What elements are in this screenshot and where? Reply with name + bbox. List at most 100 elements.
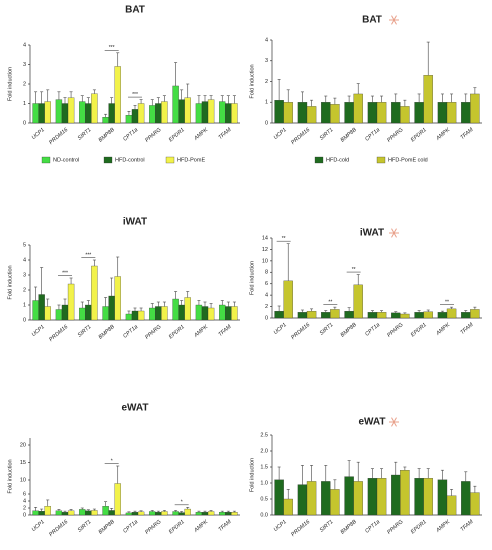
bar: [131, 512, 139, 516]
x-tick-label: UCP1: [31, 519, 46, 533]
bar: [274, 100, 284, 124]
y-tick-label: 4: [23, 42, 26, 48]
y-tick-label: 0.0: [260, 512, 268, 518]
x-tick-label: PRDM16: [290, 126, 312, 146]
bar: [44, 506, 51, 516]
chart-title: eWAT: [121, 403, 148, 414]
legend-swatch: [314, 156, 324, 164]
bar: [67, 97, 75, 124]
bar: [353, 284, 363, 319]
significance-label: *: [111, 458, 113, 464]
bar: [149, 105, 156, 124]
y-tick-label: 3: [23, 272, 26, 278]
bar: [446, 308, 457, 319]
y-axis-label: Fold induction: [249, 64, 255, 98]
y-tick-label: 1: [23, 101, 26, 107]
bar: [149, 511, 156, 516]
bar: [461, 312, 471, 319]
bar: [67, 283, 75, 321]
bar: [201, 512, 209, 516]
bar: [172, 85, 179, 124]
y-tick-label: 12: [262, 247, 268, 253]
y-tick-label: 1: [23, 302, 26, 308]
bar: [155, 103, 162, 124]
bar: [330, 309, 340, 319]
bar: [391, 474, 401, 516]
snowflake-icon: [389, 417, 399, 427]
y-tick-label: 0: [265, 120, 268, 126]
bar: [207, 511, 215, 516]
y-tick-label: 5: [23, 242, 26, 248]
bar: [114, 276, 121, 321]
bar: [423, 478, 433, 516]
bar: [446, 495, 457, 516]
x-tick-label: PRDM16: [290, 518, 312, 538]
y-tick-label: 6: [23, 491, 26, 497]
bar: [376, 102, 387, 124]
x-tick-label: CPT1a: [364, 322, 381, 338]
x-tick-label: PPARG: [144, 324, 163, 341]
bar: [79, 307, 86, 321]
bar: [108, 510, 115, 516]
chart-title: iWAT: [360, 228, 384, 239]
y-axis-label: Fold induction: [7, 265, 13, 299]
snowflake-stroke: [391, 417, 397, 427]
bar: [297, 484, 308, 516]
bar: [114, 483, 121, 516]
significance-label: ***: [85, 252, 91, 258]
x-tick-label: TFAM: [218, 519, 233, 533]
y-tick-label: 2: [23, 287, 26, 293]
x-tick-label: EPDR1: [410, 127, 428, 143]
y-tick-label: 14: [262, 235, 268, 241]
x-tick-label: PPARG: [144, 127, 163, 144]
chart-title: BAT: [125, 5, 145, 16]
x-tick-label: EPDR1: [168, 324, 186, 340]
bar: [38, 103, 45, 124]
y-tick-label: 1.0: [260, 480, 268, 486]
bar: [155, 512, 162, 516]
bar: [184, 97, 191, 124]
y-tick-label: 20: [20, 442, 26, 448]
bar: [102, 117, 109, 124]
x-tick-label: EPDR1: [410, 322, 428, 338]
bar: [461, 481, 471, 516]
bar: [306, 481, 317, 516]
bar: [470, 309, 480, 319]
x-tick-label: TFAM: [218, 324, 233, 338]
x-tick-label: CPT1a: [364, 127, 381, 143]
chart-title: iWAT: [123, 217, 147, 228]
y-tick-label: 2: [23, 505, 26, 511]
x-tick-label: UCP1: [31, 127, 46, 141]
x-tick-label: AMPK: [435, 519, 452, 534]
bar: [125, 115, 133, 124]
bar: [283, 498, 293, 516]
y-tick-label: 2.0: [260, 448, 268, 454]
significance-label: **: [282, 236, 286, 242]
bar: [102, 506, 109, 516]
y-tick-label: 15: [20, 460, 26, 466]
bar: [400, 106, 410, 124]
bar: [353, 481, 363, 516]
legend-swatch: [376, 156, 386, 164]
bar: [344, 102, 354, 124]
bar: [219, 304, 226, 321]
snowflake-icon: [389, 15, 399, 25]
x-tick-label: CPT1a: [122, 519, 139, 535]
bar: [344, 476, 354, 516]
y-tick-label: 3: [23, 62, 26, 68]
bar: [79, 509, 86, 516]
bar: [274, 479, 284, 516]
x-tick-label: PPARG: [386, 519, 405, 536]
bar: [108, 295, 115, 321]
x-tick-label: BMP8B: [340, 519, 358, 536]
bar: [437, 102, 448, 124]
bar: [61, 512, 69, 516]
x-tick-label: BMP8B: [98, 324, 116, 341]
bar: [367, 478, 378, 516]
significance-label: *: [181, 500, 183, 506]
bar: [32, 103, 39, 124]
x-tick-label: EPDR1: [168, 127, 186, 143]
x-tick-label: AMPK: [193, 519, 210, 534]
y-tick-label: 4: [23, 498, 26, 504]
